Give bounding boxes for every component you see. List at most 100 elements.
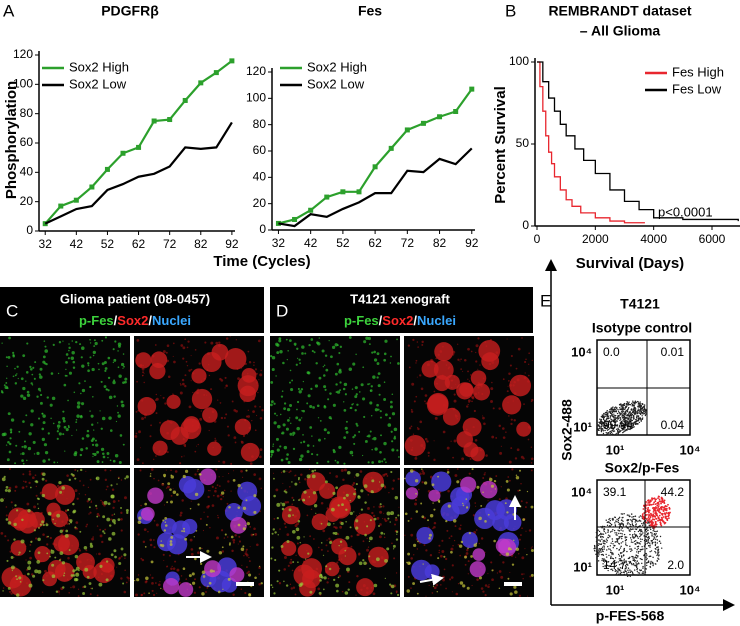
signal	[62, 417, 66, 421]
event-dot	[628, 406, 630, 409]
signal	[95, 443, 99, 447]
event-dot	[647, 529, 649, 532]
event-dot	[651, 524, 654, 527]
event-dot	[612, 528, 614, 531]
signal	[140, 557, 143, 560]
signal	[333, 578, 336, 582]
signal	[513, 539, 515, 542]
event-dot	[625, 544, 627, 546]
signal	[328, 567, 332, 571]
signal	[310, 338, 314, 341]
event-dot	[617, 416, 620, 418]
event-dot	[647, 560, 650, 562]
signal	[324, 354, 328, 357]
signal	[237, 523, 241, 527]
signal	[15, 509, 19, 512]
event-dot	[625, 561, 627, 564]
point-marker	[437, 114, 443, 120]
signal	[303, 536, 305, 538]
signal	[502, 436, 506, 439]
signal	[143, 528, 147, 532]
event-dot	[629, 524, 632, 526]
event-dot	[633, 408, 635, 410]
signal	[254, 368, 258, 371]
event-dot	[636, 570, 639, 572]
signal	[276, 517, 279, 520]
event-dot	[634, 420, 636, 423]
signal	[112, 380, 116, 385]
signal	[8, 468, 11, 470]
signal	[352, 362, 356, 366]
quadrant-value: 44.2	[661, 485, 685, 499]
event-dot	[607, 530, 609, 532]
signal	[74, 489, 78, 493]
point-marker	[308, 207, 314, 213]
event-dot	[654, 547, 657, 550]
event-dot	[621, 552, 623, 554]
event-dot	[607, 545, 609, 548]
event-dot	[629, 556, 631, 559]
signal	[377, 384, 381, 388]
event-dot	[654, 543, 657, 546]
signal	[128, 580, 130, 582]
event-dot	[631, 521, 633, 523]
signal	[245, 550, 247, 552]
signal	[190, 355, 192, 357]
signal	[68, 371, 73, 375]
event-dot	[598, 425, 601, 428]
event-dot	[658, 558, 660, 560]
event-dot	[624, 426, 626, 429]
event-dot	[609, 522, 612, 525]
signal	[349, 511, 353, 516]
signal	[363, 484, 368, 488]
signal	[75, 340, 78, 344]
event-dot	[631, 555, 633, 558]
event-dot	[626, 417, 628, 419]
signal	[124, 380, 127, 384]
signal	[65, 353, 69, 356]
signal	[301, 409, 303, 412]
signal	[110, 553, 114, 557]
event-dot	[603, 529, 605, 531]
signal	[62, 419, 66, 423]
signal	[309, 426, 313, 429]
signal	[408, 562, 411, 565]
signal	[32, 440, 36, 444]
signal	[56, 424, 61, 428]
signal	[484, 472, 486, 474]
signal	[371, 351, 374, 354]
event-dot	[636, 551, 638, 553]
event-dot	[645, 534, 648, 536]
signal	[487, 572, 489, 575]
signal	[404, 534, 406, 536]
event-dot	[638, 410, 640, 412]
signal	[67, 357, 70, 360]
panel-letter: E	[540, 291, 551, 310]
signal	[117, 342, 122, 346]
signal	[298, 358, 301, 361]
signal	[272, 443, 275, 445]
event-dot	[643, 523, 645, 525]
signal	[319, 579, 322, 582]
signal	[39, 401, 43, 405]
signal	[343, 468, 347, 472]
signal	[354, 386, 358, 390]
signal	[471, 468, 474, 471]
signal	[180, 344, 184, 347]
signal	[22, 462, 25, 465]
signal	[198, 362, 201, 365]
signal	[327, 577, 330, 580]
event-dot	[635, 543, 637, 545]
signal	[93, 452, 97, 457]
signal	[273, 477, 275, 480]
signal	[415, 359, 418, 362]
signal	[105, 488, 108, 491]
signal	[488, 477, 493, 482]
signal	[290, 587, 294, 590]
event-dot	[638, 419, 640, 421]
signal	[298, 481, 301, 484]
event-dot	[626, 410, 629, 412]
arrow	[419, 573, 444, 586]
y-axis-title: Phosphorylation	[3, 81, 20, 199]
signal	[519, 489, 521, 492]
